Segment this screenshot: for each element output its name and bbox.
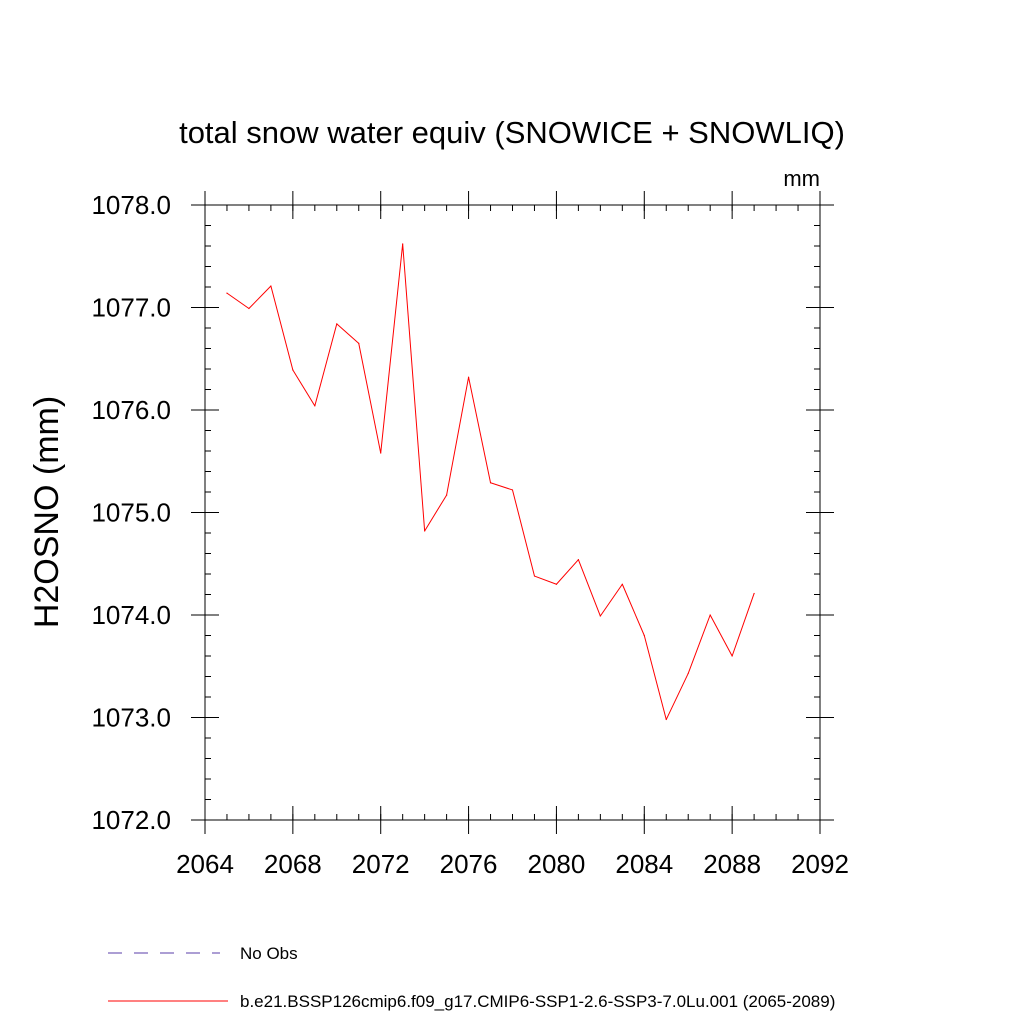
x-tick-label: 2084 (615, 849, 673, 879)
y-tick-label: 1074.0 (91, 600, 171, 630)
y-tick-label: 1076.0 (91, 395, 171, 425)
data-point (314, 405, 316, 407)
x-tick-label: 2064 (176, 849, 234, 879)
series-group (226, 243, 755, 721)
data-point (467, 376, 470, 378)
data-point (665, 718, 667, 721)
data-point (248, 307, 250, 310)
y-tick-label: 1073.0 (91, 703, 171, 733)
data-point (709, 614, 711, 616)
data-point (731, 655, 733, 657)
data-point (270, 285, 272, 287)
x-tick-labels: 2064 2068 2072 2076 2080 2084 2088 2092 (176, 849, 849, 879)
legend-label-model: b.e21.BSSP126cmip6.f09_g17.CMIP6-SSP1-2.… (240, 992, 835, 1011)
data-point (753, 592, 755, 595)
data-point (555, 583, 558, 585)
legend-label-no-obs: No Obs (240, 944, 298, 963)
x-tick-label: 2072 (352, 849, 410, 879)
data-point (358, 342, 360, 344)
plot-frame (204, 204, 821, 821)
y-tick-label: 1072.0 (91, 805, 171, 835)
data-point (380, 452, 382, 454)
y-tick-labels: 1072.0 1073.0 1074.0 1075.0 1076.0 1077.0 1078… (91, 190, 171, 835)
units-label: mm (783, 166, 820, 191)
data-point (336, 323, 338, 325)
data-point (533, 575, 536, 577)
data-point (446, 494, 448, 496)
data-point (489, 482, 492, 484)
data-point (687, 672, 689, 675)
data-point (424, 530, 426, 532)
y-tick-label: 1077.0 (91, 293, 171, 323)
y-tick-label: 1075.0 (91, 498, 171, 528)
data-point (599, 615, 601, 617)
legend: No Obs b.e21.BSSP126cmip6.f09_g17.CMIP6-… (108, 944, 835, 1011)
data-point (292, 369, 294, 371)
y-axis-label: H2OSNO (mm) (28, 396, 66, 628)
x-tick-label: 2076 (440, 849, 498, 879)
chart-title: total snow water equiv (SNOWICE + SNOWLI… (179, 115, 845, 150)
minor-ticks (204, 204, 821, 821)
series-line (226, 243, 755, 721)
x-tick-label: 2092 (791, 849, 849, 879)
data-point (621, 583, 623, 585)
x-tick-label: 2068 (264, 849, 322, 879)
data-point (577, 559, 579, 561)
data-point (226, 292, 228, 294)
x-tick-label: 2080 (528, 849, 586, 879)
major-ticks (191, 191, 834, 834)
data-point (643, 634, 645, 637)
y-tick-label: 1078.0 (91, 190, 171, 220)
data-point (511, 489, 514, 491)
data-point (402, 243, 404, 245)
x-tick-label: 2088 (703, 849, 761, 879)
